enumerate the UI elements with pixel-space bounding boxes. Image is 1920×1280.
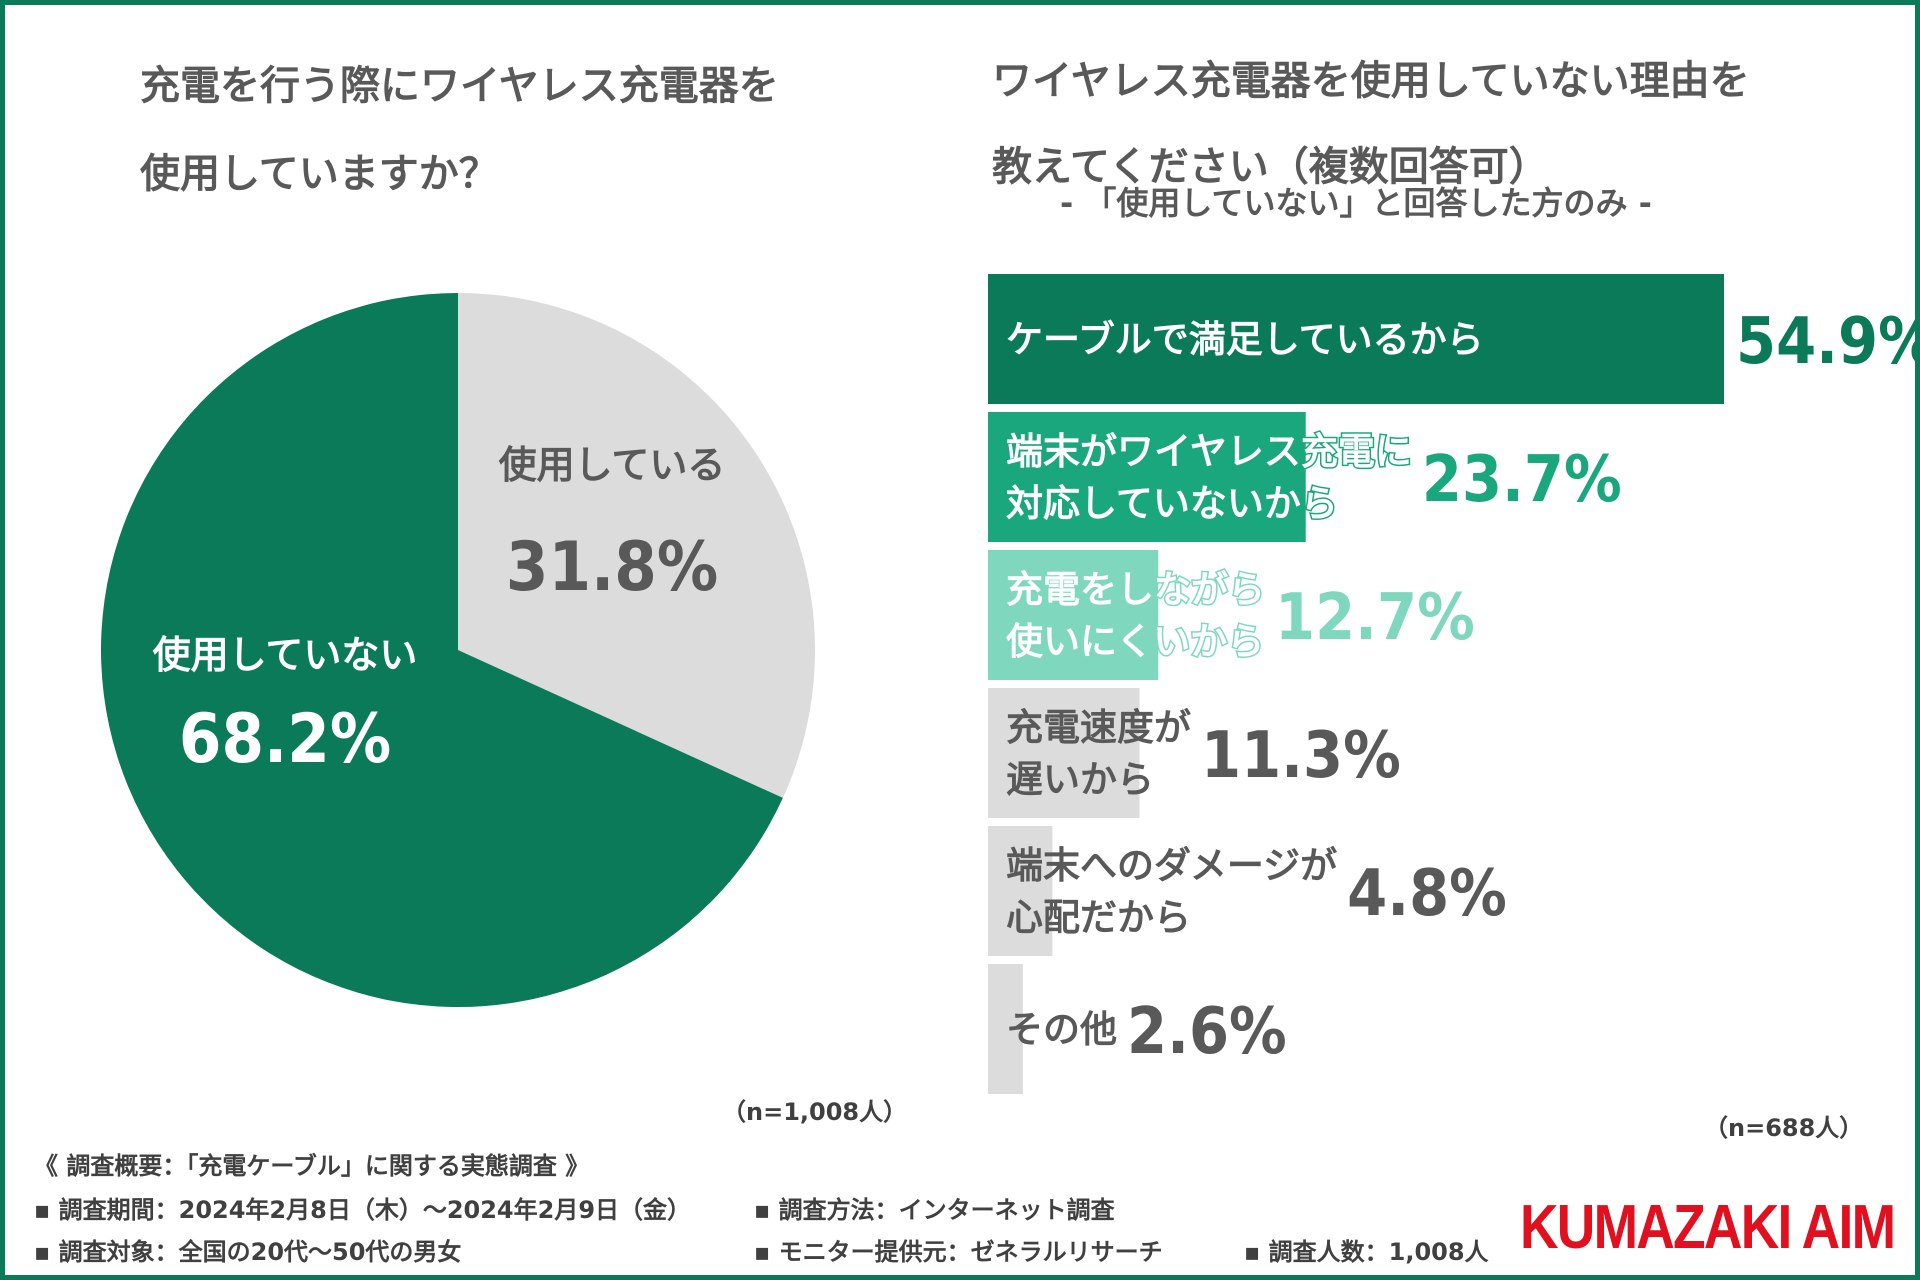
bar <box>988 550 1159 680</box>
survey-target: 調査対象：全国の20代～50代の男女 <box>34 1232 462 1267</box>
bar-value-label: 54.9% <box>1736 305 1920 379</box>
bar-chart-title: ワイヤレス充電器を使用していない理由を 教えてください（複数回答可） <box>992 38 1892 210</box>
bar-title-line-2: 教えてください（複数回答可） <box>992 144 1549 190</box>
bar-value-label: 11.3% <box>1201 719 1401 793</box>
bar-value-label: 23.7% <box>1422 443 1622 517</box>
pie-slice <box>101 293 783 1008</box>
bar-category-label: その他 <box>1006 1008 1117 1051</box>
bar-category-label: 充電をしながら使いにくいから <box>1006 568 1265 663</box>
bar-category-label: 端末がワイヤレス充電に対応していないから <box>1006 430 1412 525</box>
survey-provider: モニター提供元：ゼネラルリサーチ <box>754 1232 1163 1267</box>
survey-count: 調査人数：1,008人 <box>1244 1232 1489 1267</box>
bar-category-label: 充電速度が遅いから <box>1006 706 1191 801</box>
bar <box>988 964 1023 1094</box>
pie-slice <box>458 293 815 798</box>
survey-method: 調査方法：インターネット調査 <box>754 1190 1115 1225</box>
bar-value-label: 12.7% <box>1275 581 1475 655</box>
bar-category-label: 端末へのダメージが心配だから <box>1006 844 1337 939</box>
brand-logo: KUMAZAKI AIM <box>1520 1193 1896 1262</box>
survey-overview: 《 調査概要：「充電ケーブル」に関する実態調査 》 <box>34 1152 590 1180</box>
bar-value-label: 2.6% <box>1127 995 1287 1069</box>
pie-slice-label: 使用していない <box>153 633 418 677</box>
bar <box>988 688 1140 818</box>
survey-period: 調査期間：2024年2月8日（木）～2024年2月9日（金） <box>34 1190 691 1225</box>
pie-title-line-2: 使用していますか？ <box>140 151 499 197</box>
pie-slice-label: 使用している <box>499 443 726 487</box>
pie-sample-size: （n=1,008人） <box>722 1098 908 1126</box>
pie-title-line-1: 充電を行う際にワイヤレス充電器を <box>140 63 779 109</box>
bar-chart-subtitle: - 「使用していない」と回答した方のみ - <box>1060 184 1652 222</box>
bar-value-label: 4.8% <box>1347 857 1507 931</box>
bar <box>988 826 1053 956</box>
pie-slice-value: 31.8% <box>506 528 718 607</box>
bar-title-line-1: ワイヤレス充電器を使用していない理由を <box>992 58 1750 104</box>
bar <box>988 412 1306 542</box>
bar-category-label: ケーブルで満足しているから <box>1006 318 1484 361</box>
bar <box>988 274 1724 404</box>
pie-chart-title: 充電を行う際にワイヤレス充電器を 使用していますか？ <box>140 42 900 218</box>
pie-slice-value: 68.2% <box>179 700 391 779</box>
bar-sample-size: （n=688人） <box>1704 1114 1864 1142</box>
